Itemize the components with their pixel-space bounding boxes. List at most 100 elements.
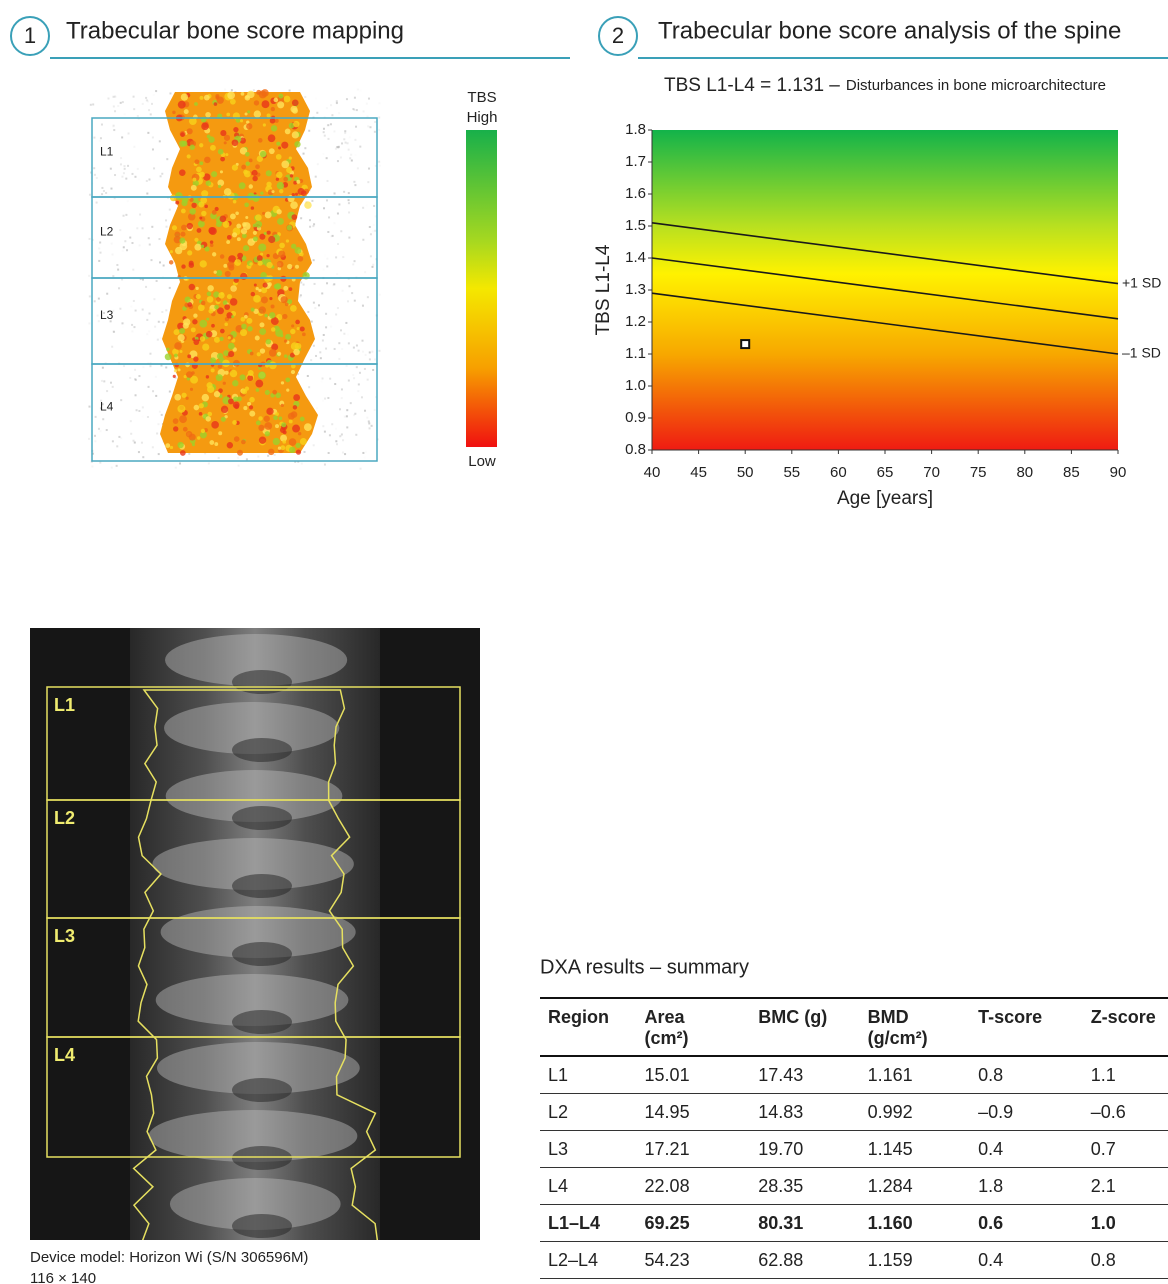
noise <box>267 455 269 457</box>
texture-speck <box>199 172 205 178</box>
noise <box>352 374 354 376</box>
texture-speck <box>245 112 248 115</box>
noise <box>348 237 350 239</box>
noise <box>337 307 339 309</box>
texture-speck <box>271 327 276 332</box>
noise <box>159 140 161 142</box>
noise <box>304 96 306 98</box>
texture-speck <box>177 368 180 371</box>
texture-speck <box>215 94 219 98</box>
noise <box>324 464 326 466</box>
noise <box>148 237 150 239</box>
y-tick-label: 1.2 <box>625 313 646 330</box>
texture-speck <box>249 411 255 417</box>
texture-speck <box>205 112 211 118</box>
texture-speck <box>243 170 248 175</box>
texture-speck <box>295 320 300 325</box>
texture-speck <box>253 236 258 241</box>
column-header: BMC (g) <box>750 998 859 1056</box>
noise <box>369 226 371 228</box>
noise <box>142 456 144 458</box>
noise <box>98 260 100 262</box>
noise <box>125 178 127 180</box>
noise <box>146 333 148 335</box>
texture-speck <box>211 324 215 328</box>
noise <box>120 157 122 159</box>
texture-speck <box>198 304 205 311</box>
noise <box>323 269 325 271</box>
texture-speck <box>295 247 302 254</box>
noise <box>122 322 124 324</box>
noise <box>94 440 96 442</box>
texture-speck <box>227 336 230 339</box>
noise <box>335 428 337 430</box>
texture-speck <box>251 308 255 312</box>
texture-speck <box>277 352 281 356</box>
texture-speck <box>233 396 238 401</box>
texture-speck <box>281 142 288 149</box>
noise <box>123 246 125 248</box>
noise <box>335 440 337 442</box>
table-cell: L2–L4 <box>540 1242 637 1279</box>
texture-speck <box>255 380 263 388</box>
noise <box>342 290 344 292</box>
noise <box>88 406 90 408</box>
texture-speck <box>261 296 268 303</box>
noise <box>324 431 326 433</box>
texture-speck <box>187 354 191 358</box>
table-cell: 0.992 <box>860 1094 970 1131</box>
texture-speck <box>258 416 262 420</box>
noise <box>179 462 181 464</box>
noise <box>315 176 317 178</box>
noise <box>324 398 326 400</box>
noise <box>131 324 133 326</box>
column-header: Region <box>540 998 637 1056</box>
scale-label: TBS <box>467 89 496 106</box>
texture-speck <box>201 301 206 306</box>
texture-speck <box>228 351 234 357</box>
texture-speck <box>245 152 250 157</box>
noise <box>153 94 155 96</box>
texture-speck <box>234 436 240 442</box>
texture-speck <box>286 239 289 242</box>
texture-speck <box>191 327 196 332</box>
noise <box>149 244 151 246</box>
texture-speck <box>280 276 286 282</box>
noise <box>152 446 154 448</box>
noise <box>307 311 309 313</box>
noise <box>336 273 338 275</box>
texture-speck <box>194 102 198 106</box>
table-cell: –0.6 <box>1083 1094 1168 1131</box>
texture-speck <box>180 450 186 456</box>
noise <box>123 215 125 217</box>
noise <box>316 112 318 114</box>
texture-speck <box>289 156 292 159</box>
texture-speck <box>221 406 228 413</box>
noise <box>326 282 328 284</box>
noise <box>152 390 154 392</box>
noise <box>367 125 369 127</box>
noise <box>356 366 358 368</box>
texture-speck <box>166 348 169 351</box>
noise <box>354 139 356 141</box>
noise <box>315 97 317 99</box>
texture-speck <box>224 323 228 327</box>
noise <box>325 313 327 315</box>
texture-speck <box>267 114 271 118</box>
noise <box>322 425 324 427</box>
texture-speck <box>204 157 211 164</box>
table-cell: L4 <box>540 1168 637 1205</box>
texture-speck <box>180 350 183 353</box>
noise <box>149 353 151 355</box>
texture-speck <box>178 334 185 341</box>
texture-speck <box>267 231 271 235</box>
noise <box>340 230 342 232</box>
noise <box>113 105 115 107</box>
noise <box>132 269 134 271</box>
noise <box>147 100 149 102</box>
noise <box>342 439 344 441</box>
dxa-table: RegionArea (cm²)BMC (g)BMD (g/cm²)T-scor… <box>540 997 1168 1279</box>
texture-speck <box>241 228 247 234</box>
noise <box>372 369 374 371</box>
